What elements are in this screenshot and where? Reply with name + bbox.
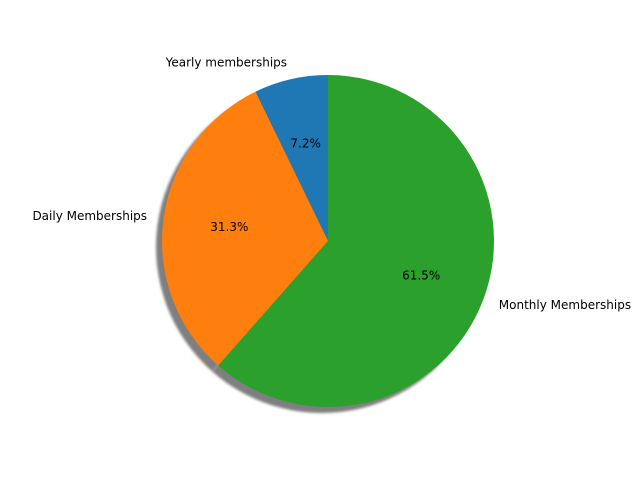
pie-slice-monthly-memberships <box>218 75 494 407</box>
slice-percent-daily-memberships: 31.3% <box>210 220 248 234</box>
slice-label-yearly-memberships: Yearly memberships <box>165 56 287 70</box>
slice-label-monthly-memberships: Monthly Memberships <box>499 298 631 312</box>
slice-label-daily-memberships: Daily Memberships <box>32 209 147 223</box>
pie-labels: Yearly memberships 7.2% Daily Memberships 3… <box>32 56 631 312</box>
pie-slice-daily-memberships <box>161 91 328 366</box>
pie-slices <box>161 75 494 407</box>
slice-percent-monthly-memberships: 61.5% <box>402 269 440 283</box>
pie-slice-yearly-memberships <box>255 75 328 241</box>
slice-percent-yearly-memberships: 7.2% <box>290 136 321 150</box>
